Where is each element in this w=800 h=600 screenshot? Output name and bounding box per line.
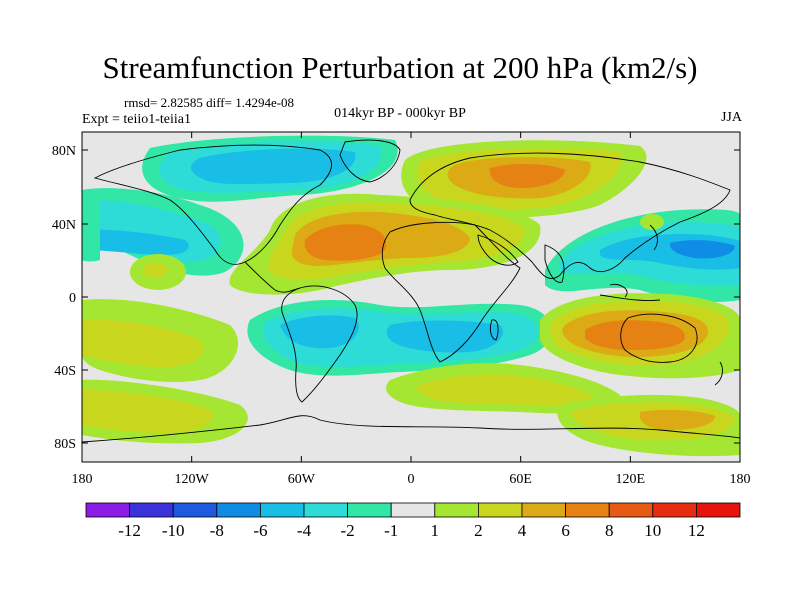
madagascar-outline [489, 319, 499, 341]
contour-region [417, 374, 592, 406]
stats-text: rmsd= 2.82585 diff= 1.4294e-08 [124, 95, 295, 110]
japan-outline [649, 224, 658, 251]
colorbar-swatch [521, 502, 566, 518]
lon-label: 180 [730, 472, 751, 487]
colorbar-swatch [259, 502, 305, 518]
colorbar-label: 10 [644, 521, 661, 540]
colorbar-swatch [85, 502, 130, 518]
lon-label: 0 [408, 472, 415, 487]
colorbar-label: 6 [561, 521, 570, 540]
colorbar-label: 4 [518, 521, 527, 540]
lat-label: 80S [54, 437, 76, 452]
colorbar-label: 2 [474, 521, 483, 540]
contour-field [82, 132, 740, 462]
colorbar-label: -10 [162, 521, 185, 540]
colorbar-label: -2 [341, 521, 355, 540]
greenland-outline [339, 139, 401, 183]
colorbar-label: 8 [605, 521, 614, 540]
colorbar-swatch [477, 502, 523, 518]
colorbar-swatch [347, 502, 392, 518]
longitude-labels: 180 120W 60W 0 60E 120E 180 [72, 472, 751, 487]
contour-region [143, 263, 167, 277]
contour-region [82, 390, 213, 434]
colorbar-label: -8 [210, 521, 224, 540]
lat-label: 40S [54, 364, 76, 379]
colorbar-label: 1 [431, 521, 440, 540]
central-america-outline [244, 261, 301, 293]
period-label: 014kyr BP - 000kyr BP [334, 106, 466, 121]
contour-region [190, 148, 356, 185]
eurasia-outline [409, 152, 731, 280]
indonesia-outline [599, 283, 661, 301]
contour-region [640, 214, 664, 230]
colorbar-swatch [216, 502, 261, 518]
lon-label: 120W [175, 472, 210, 487]
contour-region [304, 224, 387, 261]
south-america-outline [281, 285, 358, 403]
arabia-outline [477, 234, 519, 266]
colorbar-swatch [652, 502, 697, 518]
antarctica-outline [82, 415, 740, 443]
contour-region [82, 319, 204, 368]
colorbar-swatch [390, 502, 436, 518]
season-label: JJA [720, 110, 742, 125]
axis-ticks [81, 132, 741, 462]
colorbar: -12 -10 -8 -6 -4 -2 -1 1 2 4 6 8 10 12 [85, 502, 741, 540]
lat-label: 40N [52, 218, 76, 233]
contour-region [585, 320, 685, 350]
colorbar-label: -12 [118, 521, 141, 540]
australia-outline [620, 313, 698, 363]
colorbar-swatch [696, 502, 741, 518]
colorbar-swatch [172, 502, 218, 518]
colorbar-swatch [608, 502, 654, 518]
new-zealand-outline [714, 361, 723, 386]
colorbar-swatch [565, 502, 610, 518]
map-title: Streamfunction Perturbation at 200 hPa (… [102, 50, 698, 85]
lon-label: 60W [288, 472, 316, 487]
colorbar-label: -4 [297, 521, 312, 540]
contour-region [489, 164, 565, 188]
colorbar-label: 12 [688, 521, 705, 540]
colorbar-label: -1 [384, 521, 398, 540]
contour-region [639, 409, 715, 430]
colorbar-swatch [303, 502, 348, 518]
colorbar-swatch [434, 502, 479, 518]
latitude-labels: 80N 40N 0 40S 80S [52, 144, 76, 452]
lat-label: 80N [52, 144, 76, 159]
contour-region [82, 229, 189, 255]
north-america-outline [93, 144, 332, 265]
india-outline [544, 244, 565, 283]
colorbar-label: -6 [253, 521, 267, 540]
contour-region [386, 320, 504, 353]
lon-label: 180 [72, 472, 93, 487]
coastlines [82, 139, 740, 443]
lon-label: 60E [509, 472, 532, 487]
experiment-label: Expt = teiio1-teiia1 [82, 112, 191, 127]
contour-region [669, 240, 735, 259]
contour-region [280, 315, 359, 349]
contour-region [82, 197, 100, 262]
colorbar-swatch [129, 502, 174, 518]
lat-label: 0 [69, 291, 76, 306]
lon-label: 120E [616, 472, 646, 487]
